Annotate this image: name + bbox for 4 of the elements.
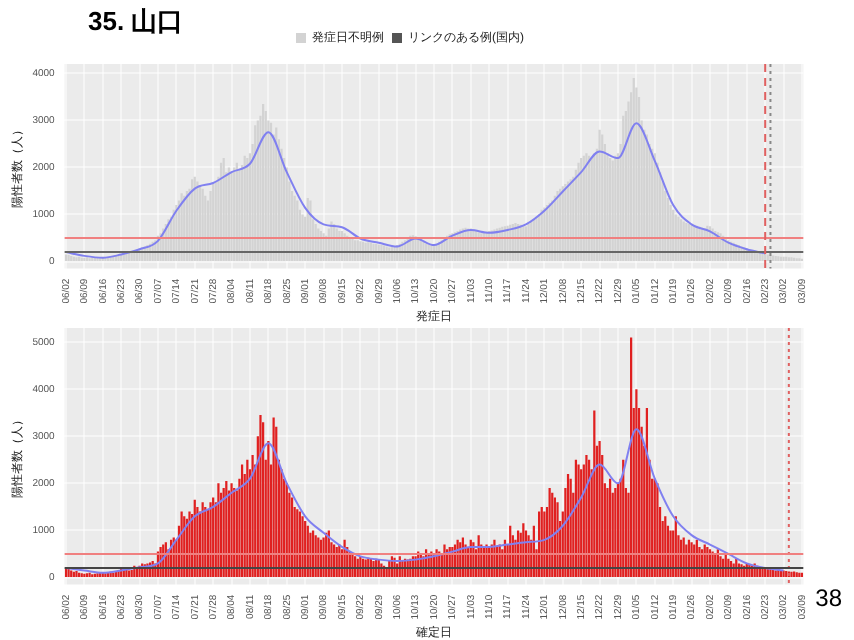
line-series (64, 122, 767, 259)
line-series (64, 428, 785, 574)
chart-title: 35. 山口 (88, 4, 184, 40)
text: 38 (815, 584, 842, 612)
